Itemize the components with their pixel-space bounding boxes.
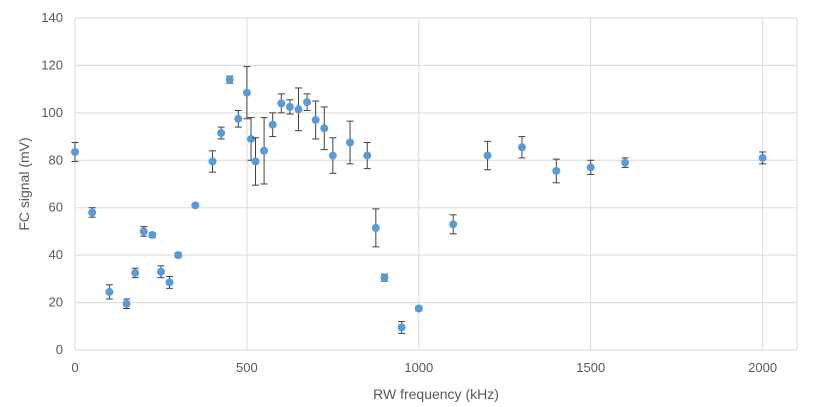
data-point — [328, 137, 337, 174]
data-point — [346, 120, 355, 165]
marker — [225, 75, 234, 84]
marker — [148, 230, 157, 239]
marker — [217, 129, 226, 138]
data-point — [483, 140, 492, 171]
marker — [242, 88, 251, 97]
marker — [174, 251, 183, 260]
x-tick-label: 2000 — [748, 360, 777, 375]
y-axis-title: FC signal (mV) — [16, 137, 32, 230]
data-point — [122, 298, 131, 309]
x-axis-title: RW frequency (kHz) — [373, 386, 499, 402]
marker — [328, 151, 337, 160]
data-point — [414, 304, 423, 313]
marker — [517, 143, 526, 152]
data-point — [303, 93, 312, 111]
data-point — [363, 142, 372, 170]
x-tick-label: 500 — [236, 360, 258, 375]
data-point — [517, 136, 526, 159]
marker — [260, 146, 269, 155]
marker — [88, 208, 97, 217]
data-point — [131, 267, 140, 279]
data-point — [247, 117, 256, 161]
marker — [285, 102, 294, 111]
data-point — [217, 126, 226, 140]
data-point — [191, 201, 200, 210]
y-tick-label: 0 — [56, 342, 63, 357]
data-point — [148, 230, 157, 239]
marker — [191, 201, 200, 210]
data-point — [242, 66, 251, 120]
data-point — [621, 157, 630, 168]
data-point — [174, 251, 183, 260]
data-points — [71, 66, 767, 334]
data-point — [586, 159, 595, 176]
data-point — [139, 226, 148, 237]
marker — [552, 166, 561, 175]
data-point — [380, 273, 389, 282]
marker — [234, 114, 243, 123]
data-point — [165, 275, 174, 289]
data-point — [88, 207, 97, 218]
data-point — [320, 106, 329, 151]
data-point — [251, 137, 260, 186]
marker — [268, 120, 277, 129]
marker — [621, 158, 630, 167]
data-point — [371, 208, 380, 248]
data-point — [758, 151, 767, 165]
data-point — [71, 142, 79, 162]
data-point — [105, 284, 114, 300]
marker — [208, 157, 217, 166]
y-tick-label: 60 — [49, 200, 63, 215]
data-point — [552, 158, 561, 184]
marker — [139, 227, 148, 236]
y-tick-label: 120 — [41, 57, 63, 72]
data-point — [260, 117, 269, 185]
data-point — [277, 93, 286, 114]
marker — [363, 151, 372, 160]
x-tick-label: 0 — [71, 360, 78, 375]
marker — [414, 304, 423, 313]
marker — [71, 147, 79, 156]
marker — [320, 124, 329, 133]
y-tick-label: 100 — [41, 105, 63, 120]
data-point — [208, 150, 217, 173]
x-tick-label: 1000 — [404, 360, 433, 375]
y-tick-label: 80 — [49, 152, 63, 167]
data-point — [156, 265, 165, 279]
data-point — [397, 321, 406, 334]
marker — [294, 105, 303, 114]
marker — [156, 267, 165, 276]
x-tick-label: 1500 — [576, 360, 605, 375]
y-tick-label: 140 — [41, 10, 63, 25]
marker — [586, 163, 595, 172]
data-point — [449, 214, 458, 235]
marker — [449, 220, 458, 229]
marker — [483, 151, 492, 160]
tick-labels: 0 20 40 60 80 100 120 140 0 500 1000 1500 2000 — [41, 10, 777, 375]
marker — [277, 99, 286, 108]
data-point — [225, 75, 234, 84]
data-point — [311, 100, 320, 140]
marker — [251, 157, 260, 166]
marker — [247, 134, 256, 143]
marker — [397, 323, 406, 332]
y-tick-label: 20 — [49, 295, 63, 310]
marker — [371, 223, 380, 232]
data-point — [285, 99, 294, 115]
marker — [311, 115, 320, 124]
marker — [346, 138, 355, 147]
data-point — [268, 112, 277, 138]
marker — [131, 268, 140, 277]
marker — [105, 287, 114, 296]
marker — [303, 98, 312, 107]
data-point — [234, 109, 243, 128]
marker — [165, 278, 174, 287]
gridlines — [74, 17, 798, 351]
data-point — [294, 87, 303, 132]
y-tick-label: 40 — [49, 247, 63, 262]
marker — [380, 273, 389, 282]
marker — [122, 299, 131, 308]
marker — [758, 153, 767, 162]
